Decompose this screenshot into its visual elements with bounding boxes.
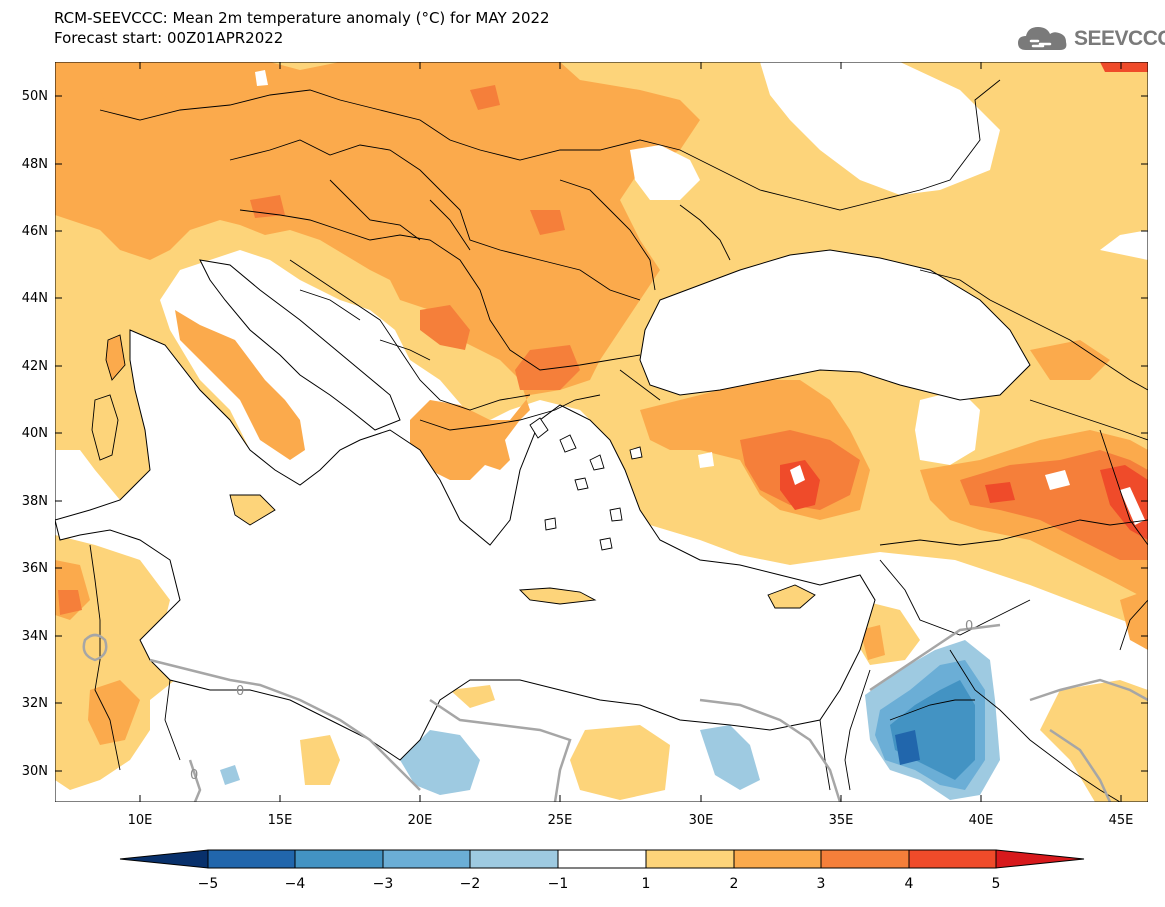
colorbar-tick: 5 bbox=[992, 876, 1001, 892]
contour-labels: 0 0 0 bbox=[190, 619, 973, 783]
lon-label: 15E bbox=[268, 813, 293, 828]
anomaly-negative-area bbox=[220, 640, 1000, 800]
colorbar-segment bbox=[820, 849, 910, 869]
lat-label: 42N bbox=[22, 359, 48, 374]
lat-label: 36N bbox=[22, 561, 48, 576]
lat-label: 44N bbox=[22, 291, 48, 306]
lon-label: 30E bbox=[689, 813, 714, 828]
seevccc-logo: SEEVCCC bbox=[1016, 22, 1165, 56]
colorbar-tick: 2 bbox=[730, 876, 739, 892]
mediterranean-sea bbox=[55, 329, 876, 761]
colorbar-segment bbox=[733, 849, 822, 869]
lon-label: 10E bbox=[128, 813, 153, 828]
colorbar-segment bbox=[645, 849, 735, 869]
islands bbox=[91, 334, 816, 609]
longitude-ticks bbox=[139, 62, 1122, 802]
colorbar-tick: 1 bbox=[642, 876, 651, 892]
title-line-2: Forecast start: 00Z01APR2022 bbox=[54, 29, 284, 47]
lat-label: 34N bbox=[22, 629, 48, 644]
colorbar-segment bbox=[382, 849, 471, 869]
colorbar-segment bbox=[557, 849, 647, 869]
lat-label: 32N bbox=[22, 696, 48, 711]
colorbar-tick: 4 bbox=[905, 876, 914, 892]
lat-label: 40N bbox=[22, 426, 48, 441]
colorbar-max-arrow bbox=[995, 849, 1085, 869]
lat-label: 46N bbox=[22, 224, 48, 239]
lon-label: 45E bbox=[1109, 813, 1134, 828]
colorbar bbox=[119, 849, 1085, 869]
colorbar-tick-labels: −5 −4 −3 −2 −1 1 2 3 4 5 bbox=[198, 876, 1001, 892]
colorbar-tick: −5 bbox=[198, 876, 219, 892]
contour-label: 0 bbox=[236, 684, 244, 699]
white-gaps bbox=[255, 62, 1148, 620]
cloud-icon bbox=[1018, 27, 1067, 50]
lat-label: 48N bbox=[22, 157, 48, 172]
black-sea bbox=[639, 249, 1031, 401]
colorbar-segment bbox=[207, 849, 296, 869]
lat-label: 38N bbox=[22, 494, 48, 509]
temperature-anomaly-map bbox=[55, 62, 1148, 802]
colorbar-segment bbox=[908, 849, 997, 869]
colorbar-tick: −3 bbox=[373, 876, 394, 892]
colorbar-min-arrow bbox=[119, 849, 209, 869]
lon-label: 40E bbox=[969, 813, 994, 828]
map-title: RCM-SEEVCCC: Mean 2m temperature anomaly… bbox=[54, 8, 550, 48]
colorbar-tick: −4 bbox=[285, 876, 306, 892]
logo-text: SEEVCCC bbox=[1074, 27, 1165, 50]
latitude-labels: 50N 48N 46N 44N 42N 40N 38N 36N 34N 32N … bbox=[22, 89, 48, 779]
title-line-1: RCM-SEEVCCC: Mean 2m temperature anomaly… bbox=[54, 9, 550, 27]
contour-label: 0 bbox=[965, 619, 973, 634]
country-borders bbox=[89, 79, 1148, 802]
latitude-ticks bbox=[55, 95, 1148, 772]
colorbar-tick: −2 bbox=[460, 876, 481, 892]
sea-areas bbox=[55, 249, 1031, 761]
colorbar-segment bbox=[294, 849, 384, 869]
zero-contours bbox=[82, 623, 1148, 802]
longitude-labels: 10E 15E 20E 25E 30E 35E 40E 45E bbox=[128, 813, 1134, 828]
adriatic-sea bbox=[199, 259, 401, 431]
lat-label: 50N bbox=[22, 89, 48, 104]
colorbar-segment bbox=[469, 849, 559, 869]
lon-label: 20E bbox=[408, 813, 433, 828]
lon-label: 25E bbox=[548, 813, 573, 828]
colorbar-tick: −1 bbox=[548, 876, 569, 892]
lon-label: 35E bbox=[829, 813, 854, 828]
lat-label: 30N bbox=[22, 764, 48, 779]
contour-label: 0 bbox=[190, 768, 198, 783]
colorbar-tick: 3 bbox=[817, 876, 826, 892]
